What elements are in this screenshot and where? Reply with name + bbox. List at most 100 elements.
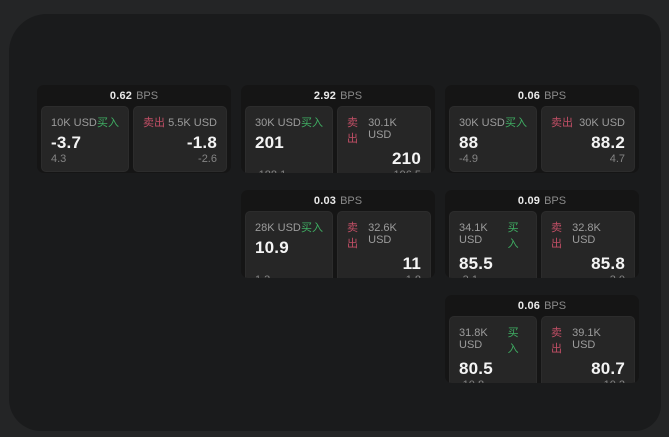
quote-card: 0.62 BPS 10K USD 买入 -3.7 4.3 卖出 5.5K USD… — [37, 85, 231, 173]
buy-panel[interactable]: 31.8K USD 买入 80.5 -10.8 — [449, 316, 537, 383]
sell-price: 11 — [402, 254, 421, 273]
spread-header: 0.03 BPS — [241, 190, 435, 211]
quote-panels: 10K USD 买入 -3.7 4.3 卖出 5.5K USD -1.8 -2.… — [37, 106, 231, 173]
sell-notional-label: 32.6K USD — [368, 222, 397, 246]
sell-labels-row: 卖出 32.8K USD — [551, 219, 625, 251]
sell-notional-label: 39.1K USD — [572, 327, 601, 351]
spread-header: 0.09 BPS — [445, 190, 639, 211]
sell-notional-label: 30K USD — [579, 117, 625, 129]
quote-panels: 28K USD 买入 10.9 1.3 卖出 32.6K USD 11 -1.8 — [241, 211, 435, 278]
buy-panel[interactable]: 10K USD 买入 -3.7 4.3 — [41, 106, 129, 172]
sell-labels-row: 卖出 32.6K USD — [347, 219, 421, 251]
buy-labels-row: 30K USD 买入 — [459, 114, 527, 130]
buy-notional-label: 34.1K USD — [459, 222, 488, 246]
sell-labels-row: 卖出 30K USD — [551, 114, 625, 130]
quote-card: 2.92 BPS 30K USD 买入 201 -188.1 卖出 30.1K … — [241, 85, 435, 173]
sell-change: 10.2 — [551, 379, 625, 383]
buy-price: 80.5 — [459, 359, 493, 378]
sell-panel[interactable]: 卖出 5.5K USD -1.8 -2.6 — [133, 106, 227, 172]
quote-card: 0.09 BPS 34.1K USD 买入 85.5 -3.1 卖出 32.8K… — [445, 190, 639, 278]
buy-price: 201 — [255, 133, 284, 152]
sell-price: 85.8 — [591, 254, 625, 273]
sell-panel[interactable]: 卖出 32.6K USD 11 -1.8 — [337, 211, 431, 278]
spread-header: 0.06 BPS — [445, 85, 639, 106]
buy-panel[interactable]: 30K USD 买入 88 -4.9 — [449, 106, 537, 172]
buy-change: 4.3 — [51, 153, 67, 165]
buy-price: 85.5 — [459, 254, 493, 273]
buy-labels-row: 30K USD 买入 — [255, 114, 323, 130]
buy-side-label: 买入 — [97, 117, 119, 129]
buy-change: 1.3 — [255, 274, 323, 278]
sell-panel[interactable]: 卖出 39.1K USD 80.7 10.2 — [541, 316, 635, 383]
buy-panel[interactable]: 30K USD 买入 201 -188.1 — [245, 106, 333, 173]
quote-panels: 34.1K USD 买入 85.5 -3.1 卖出 32.8K USD 85.8… — [445, 211, 639, 278]
sell-side-label: 卖出 — [551, 117, 573, 129]
buy-price: 88 — [459, 133, 479, 152]
sell-change: 196.5 — [347, 169, 421, 173]
buy-panel[interactable]: 34.1K USD 买入 85.5 -3.1 — [449, 211, 537, 278]
sell-change: 4.7 — [609, 153, 625, 165]
sell-panel[interactable]: 卖出 32.8K USD 85.8 3.0 — [541, 211, 635, 278]
buy-change: -10.8 — [459, 379, 527, 383]
sell-labels-row: 卖出 30.1K USD — [347, 114, 421, 146]
quote-card: 0.03 BPS 28K USD 买入 10.9 1.3 卖出 32.6K US… — [241, 190, 435, 278]
sell-labels-row: 卖出 5.5K USD — [143, 114, 217, 130]
buy-change: -4.9 — [459, 153, 478, 165]
quote-panels: 30K USD 买入 88 -4.9 卖出 30K USD 88.2 4.7 — [445, 106, 639, 173]
buy-side-label: 买入 — [301, 222, 323, 234]
quote-card: 0.06 BPS 30K USD 买入 88 -4.9 卖出 30K USD 8… — [445, 85, 639, 173]
sell-change: -1.8 — [347, 274, 421, 278]
sell-side-label: 卖出 — [347, 117, 358, 145]
sell-side-label: 卖出 — [143, 117, 165, 129]
spread-unit-label: BPS — [544, 89, 567, 102]
spread-header: 0.06 BPS — [445, 295, 639, 316]
quote-cards-grid: 0.62 BPS 10K USD 买入 -3.7 4.3 卖出 5.5K USD… — [37, 85, 639, 383]
sell-panel[interactable]: 卖出 30K USD 88.2 4.7 — [541, 106, 635, 172]
quote-card: 0.06 BPS 31.8K USD 买入 80.5 -10.8 卖出 39.1… — [445, 295, 639, 383]
sell-price: 210 — [392, 149, 421, 168]
buy-notional-label: 30K USD — [255, 117, 301, 129]
buy-change: -3.1 — [459, 274, 527, 278]
sell-price: 80.7 — [591, 359, 625, 378]
sell-side-label: 卖出 — [551, 222, 562, 250]
spread-unit-label: BPS — [544, 299, 567, 312]
sell-notional-label: 30.1K USD — [368, 117, 397, 141]
buy-labels-row: 31.8K USD 买入 — [459, 324, 527, 356]
spread-header: 2.92 BPS — [241, 85, 435, 106]
sell-notional-label: 5.5K USD — [168, 117, 217, 129]
sell-panel[interactable]: 卖出 30.1K USD 210 196.5 — [337, 106, 431, 173]
sell-price: -1.8 — [186, 133, 217, 152]
spread-header: 0.62 BPS — [37, 85, 231, 106]
buy-price: 10.9 — [255, 238, 289, 257]
spread-unit-label: BPS — [544, 194, 567, 207]
buy-notional-label: 28K USD — [255, 222, 301, 234]
sell-labels-row: 卖出 39.1K USD — [551, 324, 625, 356]
buy-side-label: 买入 — [507, 327, 519, 355]
sell-price: 88.2 — [591, 133, 625, 152]
quote-panels: 30K USD 买入 201 -188.1 卖出 30.1K USD 210 1… — [241, 106, 435, 173]
buy-price: -3.7 — [51, 133, 82, 152]
spread-value: 0.03 — [313, 194, 337, 207]
spread-value: 0.09 — [517, 194, 541, 207]
spread-unit-label: BPS — [340, 194, 363, 207]
spread-value: 0.62 — [109, 89, 133, 102]
spread-value: 0.06 — [517, 299, 541, 312]
sell-change: 3.0 — [551, 274, 625, 278]
buy-side-label: 买入 — [505, 117, 527, 129]
sell-side-label: 卖出 — [551, 327, 562, 355]
spread-unit-label: BPS — [136, 89, 159, 102]
spread-value: 0.06 — [517, 89, 541, 102]
spread-unit-label: BPS — [340, 89, 363, 102]
buy-labels-row: 34.1K USD 买入 — [459, 219, 527, 251]
sell-notional-label: 32.8K USD — [572, 222, 601, 246]
quote-panels: 31.8K USD 买入 80.5 -10.8 卖出 39.1K USD 80.… — [445, 316, 639, 383]
buy-panel[interactable]: 28K USD 买入 10.9 1.3 — [245, 211, 333, 278]
buy-labels-row: 28K USD 买入 — [255, 219, 323, 235]
buy-change: -188.1 — [255, 169, 323, 173]
buy-notional-label: 31.8K USD — [459, 327, 488, 351]
buy-side-label: 买入 — [507, 222, 519, 250]
buy-labels-row: 10K USD 买入 — [51, 114, 119, 130]
sell-side-label: 卖出 — [347, 222, 358, 250]
sell-change: -2.6 — [198, 153, 217, 165]
buy-notional-label: 30K USD — [459, 117, 505, 129]
